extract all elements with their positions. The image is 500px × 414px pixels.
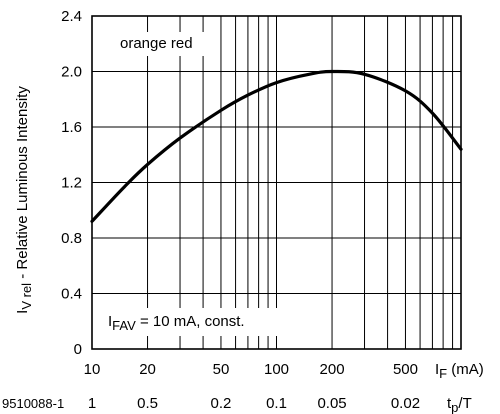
series-line-orange-red: [90, 69, 463, 223]
x-axis-unit-label: IF (mA): [435, 361, 484, 381]
secondary-x-suffix: /T: [458, 395, 471, 412]
series-annotation-background: [112, 32, 214, 56]
x-tick-label: 50: [213, 361, 230, 378]
condition-annotation-background: [102, 308, 290, 336]
y-label-symbol: I: [14, 310, 31, 314]
condition-annotation: IFAV = 10 mA, const.: [108, 313, 245, 333]
x-unit-suffix: (mA): [447, 361, 484, 378]
y-label-text: - Relative Luminous Intensity: [14, 86, 31, 283]
y-tick-label: 0: [74, 341, 82, 358]
secondary-x-tick-label: 0.05: [317, 395, 346, 412]
secondary-x-tick-label: 0.1: [266, 395, 287, 412]
y-tick-label: 1.2: [61, 175, 82, 192]
x-tick-label: 10: [84, 361, 101, 378]
condition-text: = 10 mA, const.: [136, 313, 245, 330]
y-tick-labels: 0 0.4 0.8 1.2 1.6 2.0 2.4: [61, 8, 82, 358]
figure-id: 9510088-1: [2, 396, 64, 411]
y-tick-label: 0.4: [61, 286, 82, 303]
x-tick-label: 500: [393, 361, 418, 378]
secondary-x-symbol: t: [447, 395, 452, 412]
condition-symbol: I: [108, 313, 112, 330]
y-tick-label: 0.8: [61, 230, 82, 247]
x-unit-subscript: F: [439, 366, 447, 381]
x-tick-label: 20: [139, 361, 156, 378]
y-axis-label: IV rel - Relative Luminous Intensity: [14, 86, 34, 314]
secondary-x-tick-labels: 1 0.5 0.2 0.1 0.05 0.02: [88, 395, 420, 412]
x-unit-symbol: I: [435, 361, 439, 378]
series-annotation: orange red: [120, 35, 193, 52]
x-tick-label: 100: [264, 361, 289, 378]
x-tick-label: 200: [320, 361, 345, 378]
secondary-x-subscript: p: [451, 400, 458, 414]
secondary-x-tick-label: 0.5: [137, 395, 158, 412]
condition-subscript: FAV: [112, 318, 136, 333]
secondary-x-axis-label: tp/T: [447, 395, 472, 414]
x-tick-labels: 10 20 50 100 200 500: [84, 361, 418, 378]
plot-frame: [91, 15, 462, 350]
y-tick-label: 2.0: [61, 64, 82, 81]
y-label-subscript: V rel: [19, 283, 34, 310]
secondary-x-tick-label: 1: [88, 395, 96, 412]
y-tick-label: 1.6: [61, 119, 82, 136]
y-tick-label: 2.4: [61, 8, 82, 25]
secondary-x-tick-label: 0.02: [391, 395, 420, 412]
grid-lines: [92, 16, 461, 349]
secondary-x-tick-label: 0.2: [211, 395, 232, 412]
